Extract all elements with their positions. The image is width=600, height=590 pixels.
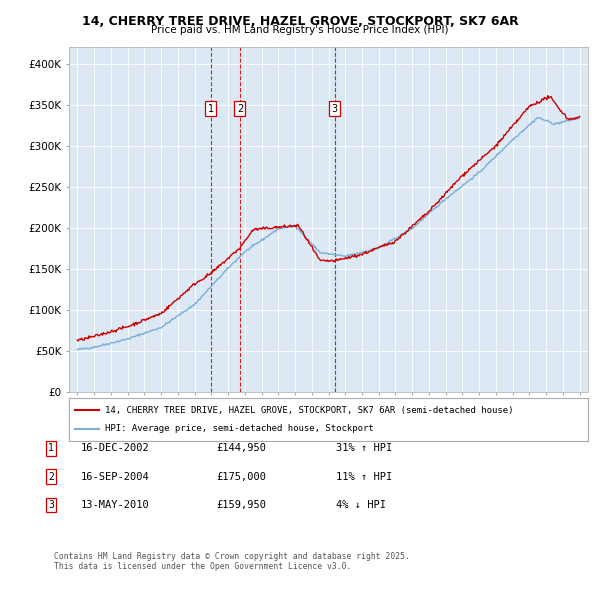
Text: 2: 2	[48, 472, 54, 481]
Text: £175,000: £175,000	[216, 472, 266, 481]
Text: Price paid vs. HM Land Registry's House Price Index (HPI): Price paid vs. HM Land Registry's House …	[151, 25, 449, 35]
Text: 16-DEC-2002: 16-DEC-2002	[81, 444, 150, 453]
Text: 31% ↑ HPI: 31% ↑ HPI	[336, 444, 392, 453]
Text: 3: 3	[332, 104, 338, 114]
Text: £159,950: £159,950	[216, 500, 266, 510]
Text: 13-MAY-2010: 13-MAY-2010	[81, 500, 150, 510]
Text: 14, CHERRY TREE DRIVE, HAZEL GROVE, STOCKPORT, SK7 6AR (semi-detached house): 14, CHERRY TREE DRIVE, HAZEL GROVE, STOC…	[106, 406, 514, 415]
Text: 1: 1	[48, 444, 54, 453]
Text: 4% ↓ HPI: 4% ↓ HPI	[336, 500, 386, 510]
Text: 11% ↑ HPI: 11% ↑ HPI	[336, 472, 392, 481]
Text: 14, CHERRY TREE DRIVE, HAZEL GROVE, STOCKPORT, SK7 6AR: 14, CHERRY TREE DRIVE, HAZEL GROVE, STOC…	[82, 15, 518, 28]
Text: 3: 3	[48, 500, 54, 510]
Text: HPI: Average price, semi-detached house, Stockport: HPI: Average price, semi-detached house,…	[106, 424, 374, 433]
Text: 1: 1	[208, 104, 214, 114]
Text: 16-SEP-2004: 16-SEP-2004	[81, 472, 150, 481]
Text: Contains HM Land Registry data © Crown copyright and database right 2025.
This d: Contains HM Land Registry data © Crown c…	[54, 552, 410, 571]
Text: 2: 2	[237, 104, 243, 114]
Text: £144,950: £144,950	[216, 444, 266, 453]
